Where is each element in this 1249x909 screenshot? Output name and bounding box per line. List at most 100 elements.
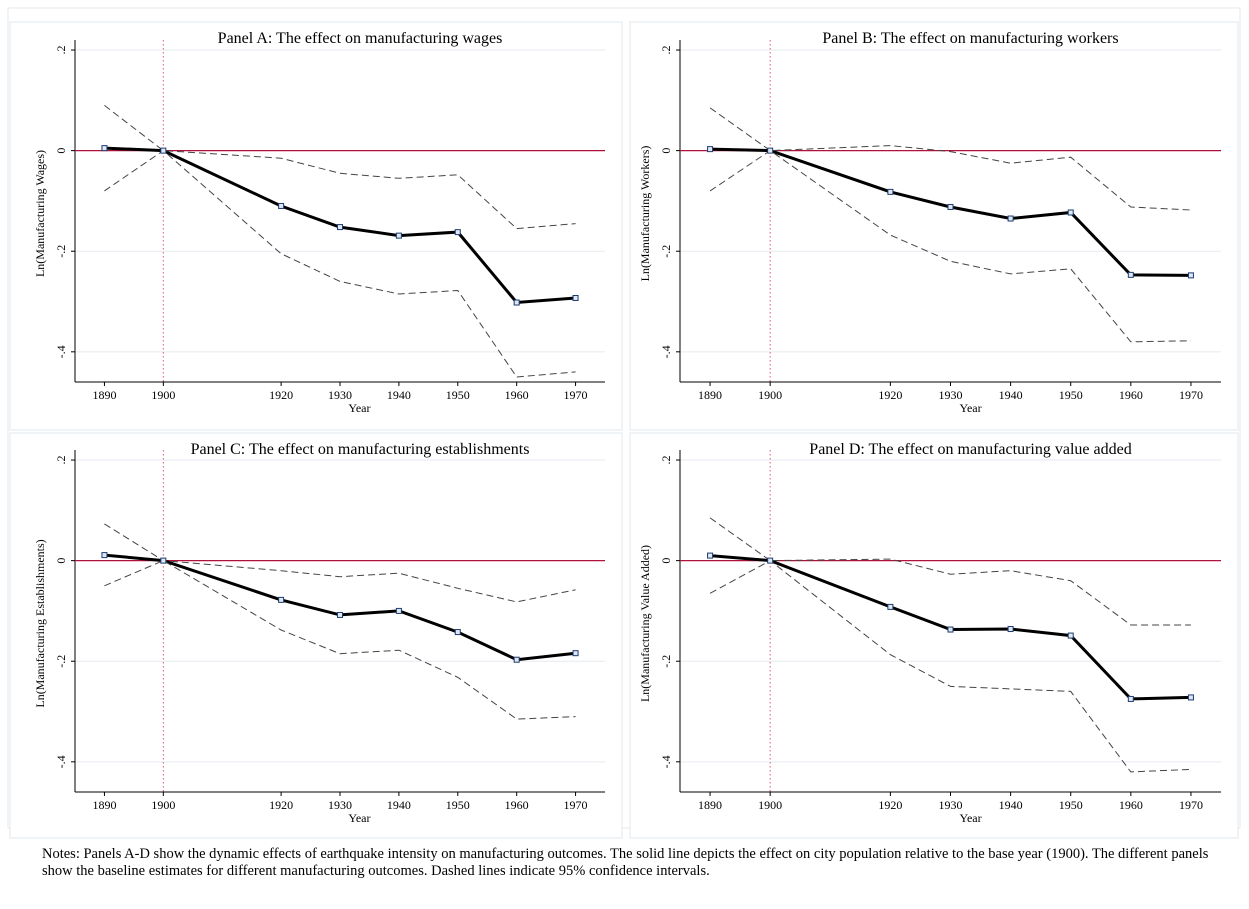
y-axis-title: Ln(Manufacturing Workers)	[638, 146, 652, 282]
panel-border	[629, 432, 1239, 839]
x-tick-label: 1940	[387, 798, 411, 812]
estimate-marker	[160, 557, 167, 564]
estimate-marker	[707, 552, 714, 559]
ci-lower-line	[709, 149, 1191, 343]
x-tick-label: 1930	[939, 388, 963, 402]
x-tick-label: 1970	[1179, 388, 1203, 402]
x-tick-label: 1920	[878, 388, 902, 402]
y-tick-label: 0	[54, 148, 68, 154]
y-tick-label: -.2	[659, 245, 673, 258]
x-tick-label: 1920	[269, 388, 293, 402]
panel-a: Panel A: The effect on manufacturing wag…	[9, 21, 623, 431]
panel-title: Panel A: The effect on manufacturing wag…	[218, 30, 503, 47]
x-tick-label: 1900	[758, 388, 782, 402]
estimate-marker	[707, 146, 714, 153]
x-tick-label: 1890	[92, 798, 116, 812]
panel-d: Panel D: The effect on manufacturing val…	[629, 432, 1239, 839]
x-tick-label: 1890	[92, 388, 116, 402]
estimate-marker	[278, 596, 285, 603]
ci-upper-line	[709, 107, 1191, 211]
panel-b: Panel B: The effect on manufacturing wor…	[629, 21, 1239, 431]
x-tick-label: 1930	[939, 798, 963, 812]
x-tick-label: 1940	[387, 388, 411, 402]
y-tick-label: -.4	[659, 755, 673, 768]
x-tick-label: 1960	[1119, 388, 1143, 402]
panel-title: Panel C: The effect on manufacturing est…	[191, 441, 530, 458]
panel-c: Panel C: The effect on manufacturing est…	[9, 432, 623, 839]
estimate-marker	[572, 295, 579, 302]
y-tick-label: -.2	[659, 655, 673, 668]
figure: Panel A: The effect on manufacturing wag…	[7, 7, 1241, 839]
x-tick-label: 1960	[505, 388, 529, 402]
estimate-marker	[454, 629, 461, 636]
estimate-marker	[395, 607, 402, 614]
estimate-marker	[767, 557, 774, 564]
x-axis-title: Year	[348, 401, 370, 415]
x-tick-label: 1950	[1059, 388, 1083, 402]
estimate-line	[710, 147, 1191, 277]
y-tick-label: 0	[54, 558, 68, 564]
y-tick-label: -.4	[54, 755, 68, 768]
x-tick-label: 1970	[564, 798, 588, 812]
x-tick-label: 1920	[269, 798, 293, 812]
estimate-marker	[767, 147, 774, 154]
estimate-marker	[454, 229, 461, 236]
estimate-marker	[1127, 695, 1134, 702]
x-tick-label: 1950	[1059, 798, 1083, 812]
ci-upper-line	[709, 517, 1191, 626]
x-tick-label: 1920	[878, 798, 902, 812]
x-tick-label: 1900	[151, 798, 175, 812]
figure-notes: Notes: Panels A-D show the dynamic effec…	[42, 846, 1209, 879]
y-tick-label: -.4	[659, 345, 673, 358]
ci-lower-line	[104, 149, 576, 378]
estimate-marker	[1127, 271, 1134, 278]
y-tick-label: .2	[659, 46, 673, 55]
ci-lower-line	[709, 560, 1191, 773]
y-tick-label: -.2	[54, 245, 68, 258]
x-tick-label: 1940	[999, 798, 1023, 812]
estimate-marker	[160, 147, 167, 154]
y-axis-title: Ln(Manufacturing Value Added)	[638, 545, 652, 702]
y-tick-label: 0	[659, 558, 673, 564]
x-tick-label: 1960	[1119, 798, 1143, 812]
estimate-marker	[887, 603, 894, 610]
y-axis-title: Ln(Manufacturing Wages)	[33, 150, 47, 277]
x-axis-title: Year	[959, 401, 981, 415]
estimate-marker	[278, 202, 285, 209]
estimate-marker	[572, 650, 579, 657]
panel-title: Panel B: The effect on manufacturing wor…	[822, 30, 1118, 47]
y-axis-title: Ln(Manufacturing Establishments)	[33, 539, 47, 707]
y-tick-label: .2	[659, 456, 673, 465]
y-tick-label: -.2	[54, 655, 68, 668]
x-tick-label: 1960	[505, 798, 529, 812]
x-tick-label: 1950	[446, 388, 470, 402]
y-tick-label: .2	[54, 46, 68, 55]
panel-title: Panel D: The effect on manufacturing val…	[809, 441, 1131, 458]
y-tick-label: .2	[54, 456, 68, 465]
x-tick-label: 1970	[564, 388, 588, 402]
x-tick-label: 1930	[328, 798, 352, 812]
estimate-marker	[1187, 694, 1194, 701]
x-tick-label: 1930	[328, 388, 352, 402]
panel-border	[9, 21, 623, 431]
estimate-marker	[1067, 632, 1074, 639]
x-tick-label: 1890	[698, 388, 722, 402]
ci-upper-line	[104, 105, 576, 230]
y-tick-label: 0	[659, 148, 673, 154]
x-axis-title: Year	[348, 811, 370, 825]
estimate-marker	[101, 145, 108, 152]
estimate-marker	[887, 188, 894, 195]
estimate-marker	[947, 626, 954, 633]
estimate-marker	[1007, 626, 1014, 633]
estimate-marker	[513, 656, 520, 663]
ci-upper-line	[104, 523, 576, 603]
estimate-line	[104, 553, 576, 662]
estimate-line	[104, 146, 576, 305]
estimate-marker	[1187, 272, 1194, 279]
estimate-marker	[513, 299, 520, 306]
x-tick-label: 1890	[698, 798, 722, 812]
panel-border	[629, 21, 1239, 431]
x-tick-label: 1900	[151, 388, 175, 402]
estimate-marker	[395, 232, 402, 239]
estimate-marker	[947, 203, 954, 210]
